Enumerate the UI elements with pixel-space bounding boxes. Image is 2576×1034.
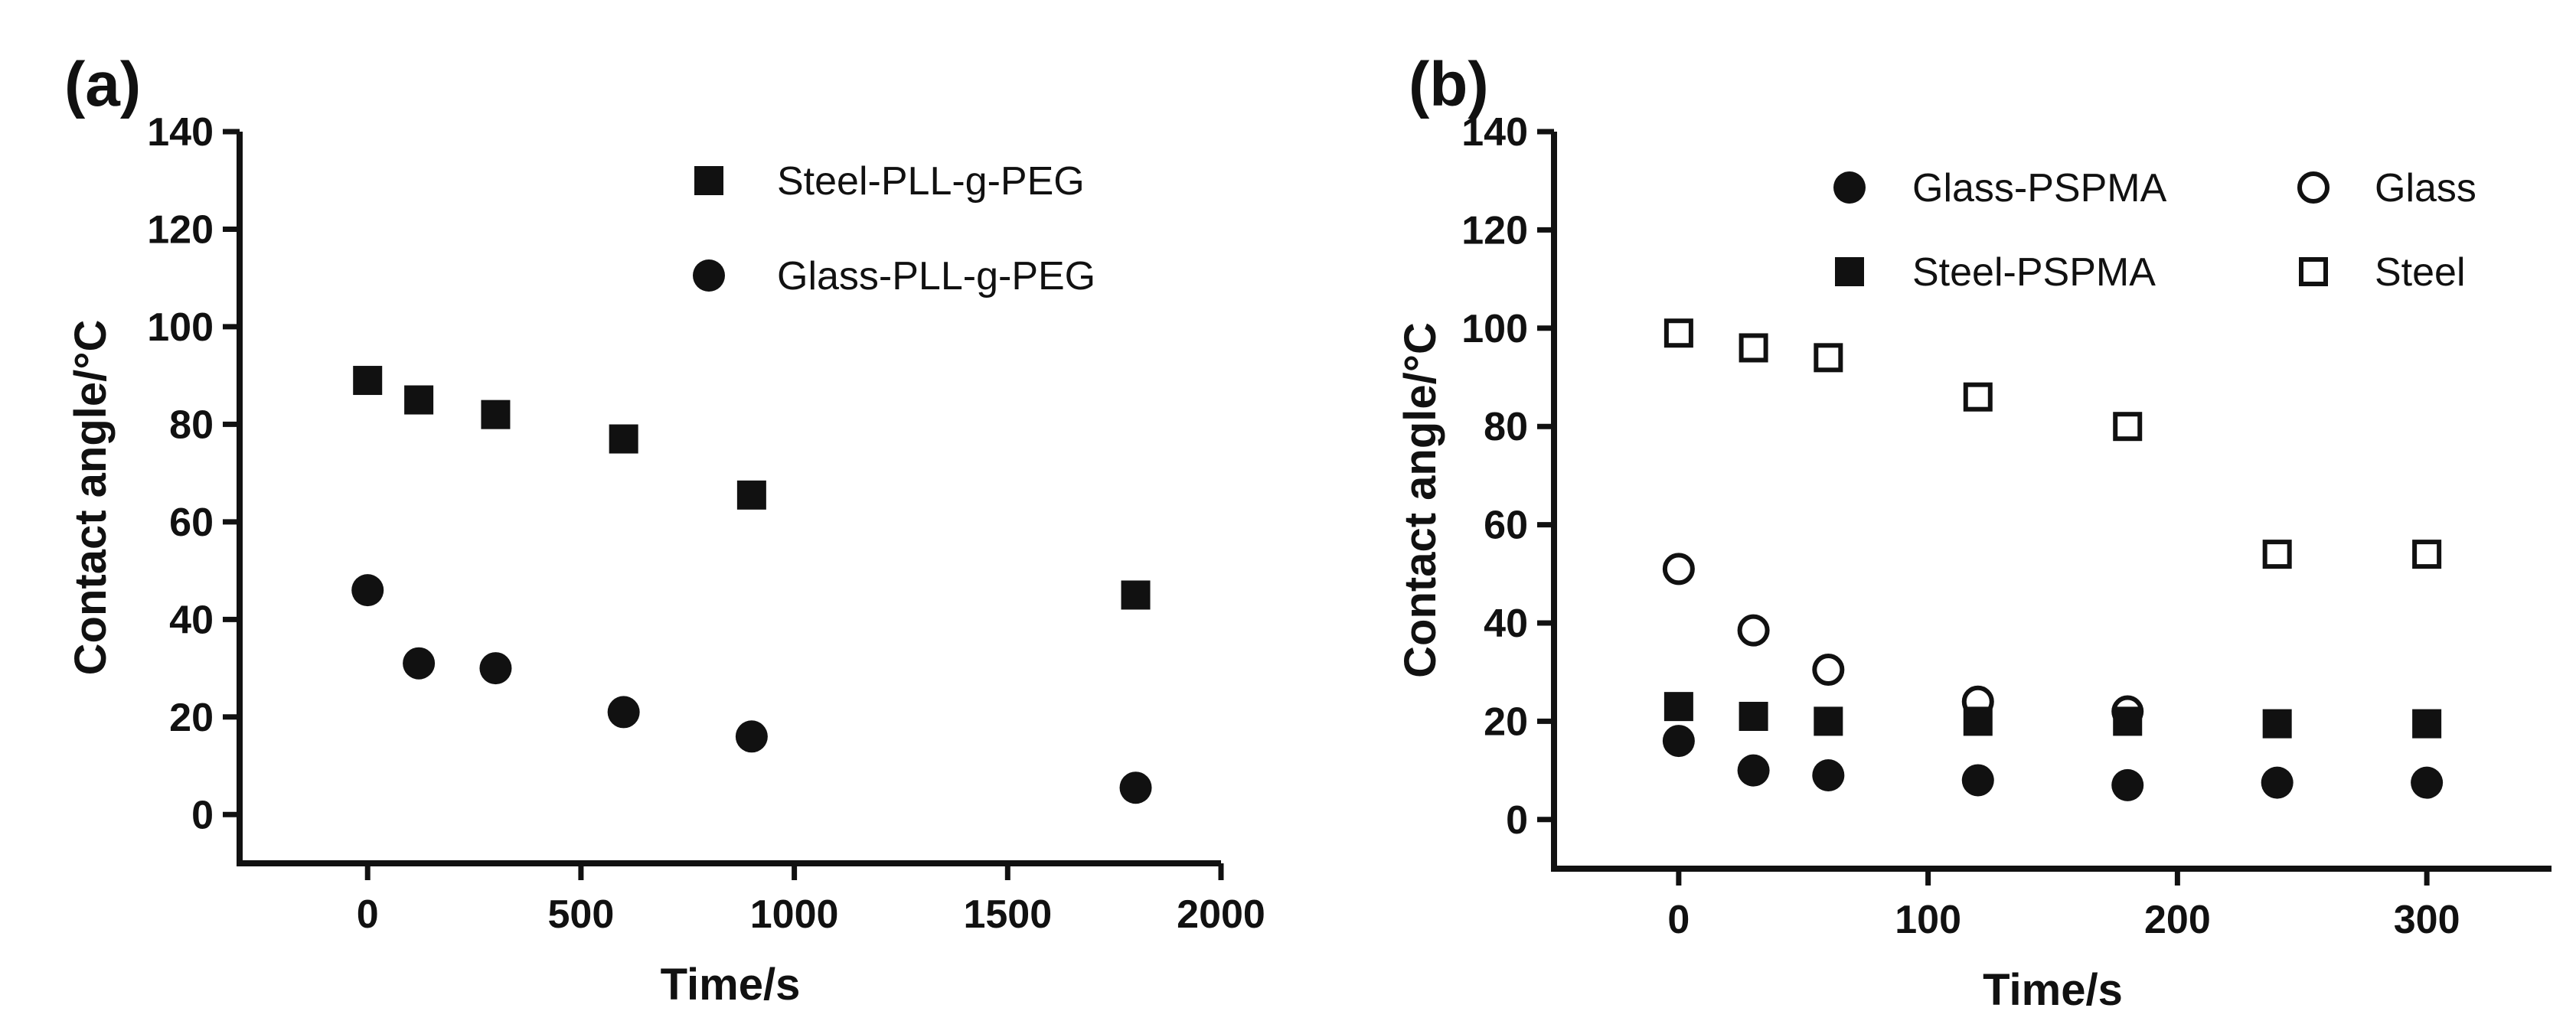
panel-a: (a) 0 20 40 60 80 100 120 140 0 500 1000 1500 2000 Tim… xyxy=(64,50,1265,1010)
data-point xyxy=(2113,412,2143,442)
data-point xyxy=(1961,764,1994,797)
x-axis-title: Time/s xyxy=(661,960,801,1010)
x-tick-label: 0 xyxy=(357,892,379,937)
data-point xyxy=(1963,382,1993,412)
data-point xyxy=(479,652,512,685)
data-point xyxy=(735,720,768,753)
legend-label: Steel xyxy=(2375,250,2466,295)
data-point xyxy=(2113,706,2143,736)
legend-label: Glass xyxy=(2375,166,2476,210)
data-point xyxy=(1739,333,1768,363)
x-tick-label: 300 xyxy=(2394,898,2460,942)
y-tick-label: 140 xyxy=(1461,110,1528,155)
data-point xyxy=(609,424,638,454)
legend-marker xyxy=(2299,257,2328,286)
y-tick-label: 0 xyxy=(1506,798,1528,843)
data-point xyxy=(1119,771,1152,804)
x-tick-label: 100 xyxy=(1895,898,1961,942)
data-point xyxy=(481,400,511,429)
data-point xyxy=(1814,343,1843,373)
data-point xyxy=(2262,540,2292,569)
data-point xyxy=(1663,692,1693,722)
y-tick-label: 40 xyxy=(169,598,214,642)
y-axis-title: Contact angle/°C xyxy=(1396,322,1445,678)
series-glass xyxy=(1662,553,2144,728)
y-tick-label: 40 xyxy=(1484,602,1528,646)
data-point xyxy=(353,366,383,396)
y-tick-label: 60 xyxy=(1484,504,1528,548)
series-glass-pspma xyxy=(1662,725,2444,801)
data-point xyxy=(351,574,384,607)
data-point xyxy=(1662,553,1695,585)
y-tick-label: 20 xyxy=(169,696,214,740)
legend-marker xyxy=(1835,257,1864,286)
x-tick-label: 200 xyxy=(2144,898,2211,942)
data-point xyxy=(2411,766,2444,799)
y-tick-label: 120 xyxy=(1461,208,1528,253)
y-axis-title: Contact angle/°C xyxy=(66,320,116,676)
data-point xyxy=(1737,754,1770,787)
data-point xyxy=(607,696,640,729)
data-point xyxy=(2412,540,2442,569)
x-tick-label: 1000 xyxy=(750,892,839,937)
y-tick-label: 60 xyxy=(169,501,214,545)
y-tick-label: 20 xyxy=(1484,700,1528,744)
x-tick-label: 1500 xyxy=(963,892,1052,937)
y-tick-label: 0 xyxy=(191,793,214,837)
data-point xyxy=(404,385,434,415)
legend-label: Glass-PSPMA xyxy=(1912,166,2167,210)
x-axis-title: Time/s xyxy=(1983,965,2123,1015)
x-tick-label: 0 xyxy=(1667,898,1690,942)
series-steel-pspma xyxy=(1663,692,2442,739)
legend: Steel-PLL-g-PEG Glass-PLL-g-PEG xyxy=(693,159,1095,298)
data-point xyxy=(736,480,766,510)
y-tick-label: 100 xyxy=(1461,307,1528,351)
panel-b: (b) 0 20 40 60 80 100 120 140 0 100 200 300 Time/s Con… xyxy=(1396,50,2552,1015)
data-point xyxy=(1963,706,1993,736)
series-glass-pll-g-peg xyxy=(351,574,1152,804)
legend-label: Steel-PLL-g-PEG xyxy=(777,159,1085,204)
series-steel xyxy=(1663,318,2442,569)
data-point xyxy=(2261,766,2294,799)
data-point xyxy=(403,647,436,680)
data-point xyxy=(1662,725,1695,758)
legend-marker xyxy=(693,259,725,292)
y-tick-label: 140 xyxy=(147,110,214,155)
panel-label: (a) xyxy=(64,50,141,119)
series-steel-pll-g-peg xyxy=(353,366,1151,610)
legend-marker xyxy=(2297,171,2330,204)
y-tick-label: 80 xyxy=(169,403,214,447)
legend: Glass-PSPMA Glass Steel-PSPMA Steel xyxy=(1833,166,2476,295)
data-point xyxy=(2111,768,2144,801)
data-point xyxy=(1121,580,1151,610)
data-point xyxy=(1663,318,1693,348)
legend-label: Steel-PSPMA xyxy=(1912,250,2156,295)
legend-marker xyxy=(694,166,723,195)
panel-label: (b) xyxy=(1409,50,1489,119)
x-tick-label: 2000 xyxy=(1177,892,1265,937)
legend-marker xyxy=(1833,171,1866,204)
y-tick-label: 80 xyxy=(1484,405,1528,449)
y-tick-label: 100 xyxy=(147,305,214,350)
x-tick-label: 500 xyxy=(548,892,615,937)
data-point xyxy=(1814,706,1843,736)
data-point xyxy=(2262,709,2292,739)
data-point xyxy=(1739,701,1768,731)
legend-label: Glass-PLL-g-PEG xyxy=(777,254,1095,298)
data-point xyxy=(2412,709,2442,739)
data-point xyxy=(1812,653,1845,686)
y-tick-label: 120 xyxy=(147,207,214,252)
data-point xyxy=(1737,614,1770,647)
data-point xyxy=(1812,759,1845,792)
